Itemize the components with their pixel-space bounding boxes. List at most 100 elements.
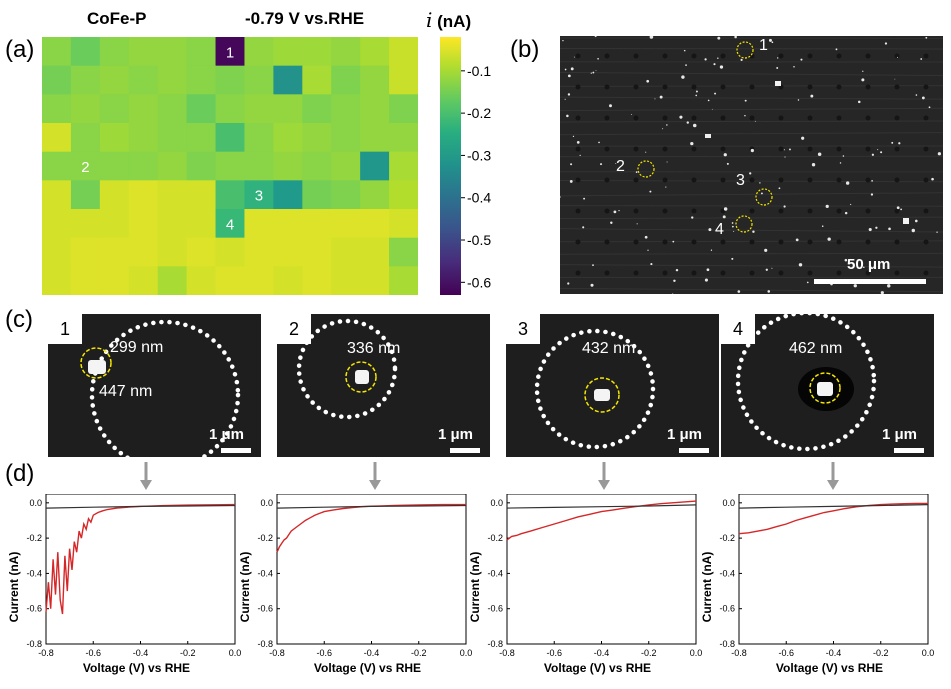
heatmap-cell [215,266,245,295]
sem-particle [928,106,931,109]
sem-particle [695,94,698,97]
sem-particle [842,155,845,157]
x-tick-label: -0.8 [499,648,515,658]
sem-particle [887,284,891,288]
sem-particle [686,121,689,124]
sem-particle [891,141,894,144]
zoom-outer-circle [534,328,656,450]
heatmap-cell [244,37,274,67]
sem-particle [778,187,781,190]
sem-particle [645,151,647,153]
y-tick-label: -0.4 [26,568,42,578]
sem-particle [726,162,729,165]
y-tick-label: -0.6 [719,604,735,614]
heatmap-cell [70,180,101,210]
sem-particle [844,211,848,215]
sem-particle [690,141,694,146]
sem-particle [570,67,574,71]
sem-particle [675,268,679,272]
series-red-line [506,500,697,541]
x-tick-label: -0.2 [641,648,657,658]
sem-particle [921,96,925,100]
heatmap-cell [244,151,274,181]
heatmap-cell [244,237,274,267]
heatmap-cell [360,94,390,124]
sem-particle [798,263,803,267]
sem-particle [900,208,903,211]
zoom-size-label: 462 nm [789,340,843,357]
heatmap-cell [215,151,245,181]
heatmap-cell [389,94,418,124]
zoom-size-label: 299 nm [110,339,164,356]
heatmap-cell [42,180,72,210]
sem-particle [863,266,865,269]
colorbar-tick-label: -0.3 [467,147,491,163]
sem-particle [861,78,865,82]
x-axis-label: Voltage (V) vs RHE [83,661,190,675]
heatmap-cell [389,237,418,267]
heatmap-cell [244,266,274,295]
heatmap-cell [70,94,101,124]
sem-particle [572,135,575,138]
heatmap-cell [331,180,361,210]
zoom-scale-bar [679,448,709,453]
heatmap-cell [157,94,188,124]
sem-particle [760,192,763,195]
sem-marker-circle-3 [755,188,773,206]
series-black-line [276,504,467,509]
sem-particle [710,249,713,251]
sem-particle [754,120,756,122]
heatmap-cell [157,180,188,210]
sem-particle [925,36,928,39]
y-tick-label: -0.2 [257,533,273,543]
sem-particle [800,58,803,61]
heatmap-cell [302,65,332,95]
heatmap-cell [302,123,332,153]
sem-particle [595,70,597,71]
sem-particle [777,57,779,59]
heatmap-cell [186,94,217,124]
heatmap-cell [215,180,245,210]
iv-chart-3: -0.8 -0.6 -0.4 -0.2 0.0 0.0 -0.2 -0.4 -0.6 -0.8 Vo… [468,494,702,675]
heatmap-cell [128,123,159,153]
zoom-image-3: 3 432 nm 1 μm [506,314,719,457]
y-tick-label: -0.4 [257,568,273,578]
panel-label-a: (a) [5,36,35,63]
sem-particle [567,74,571,78]
x-tick-label: -0.2 [873,648,889,658]
heatmap-cell [157,123,188,153]
sem-particle [784,156,786,158]
x-tick-label: -0.6 [778,648,794,658]
sem-label-4: 4 [715,221,724,238]
sem-particle [659,95,663,99]
heatmap-cell [244,180,274,210]
sem-particle [768,38,772,42]
colorbar-gradient [440,37,461,295]
sem-particle [817,152,822,157]
y-tick-label: -0.2 [487,533,503,543]
heatmap-cell [244,123,274,153]
heatmap-cell [186,237,217,267]
heatmap-cell [302,180,332,210]
x-tick-label: -0.2 [180,648,196,658]
sem-particle [713,63,716,66]
heatmap-annotation-1: 1 [226,44,234,61]
panel-label-d: (d) [5,460,35,487]
zoom-image-texture [735,314,877,452]
heatmap-cell [273,237,303,267]
heatmap-annotation-2: 2 [81,159,89,176]
heatmap-cell [389,65,418,95]
heatmap-cell [331,237,361,267]
heatmap-title-potential: -0.79 V vs.RHE [245,9,365,28]
sem-particle [666,124,668,126]
sem-particle [731,222,734,224]
heatmap-cell [186,209,217,239]
sem-particle [714,92,717,95]
x-tick-label: -0.4 [826,648,842,658]
sem-particle [765,268,768,271]
y-tick-label: -0.4 [719,568,735,578]
x-axis-label: Voltage (V) vs RHE [776,661,883,675]
heatmap-cell [128,94,159,124]
sem-scale-label: 50 μm [847,256,891,273]
sem-particle [630,113,632,115]
